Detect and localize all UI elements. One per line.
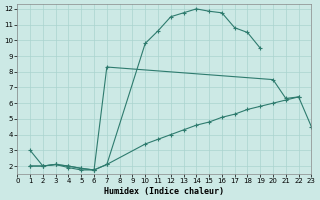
X-axis label: Humidex (Indice chaleur): Humidex (Indice chaleur)	[104, 187, 224, 196]
